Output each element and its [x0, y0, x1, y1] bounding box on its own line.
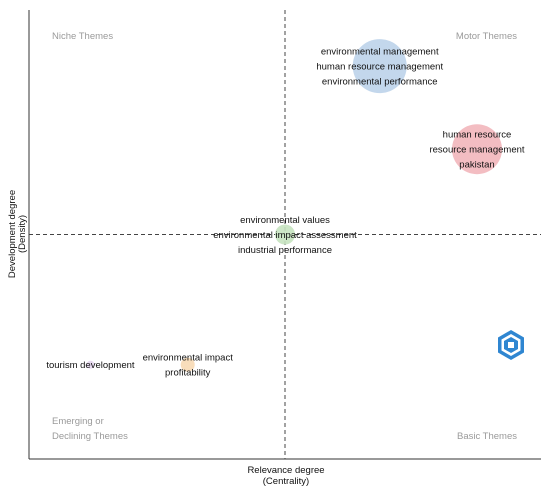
- cluster-labels: environmental management human resource m…: [46, 47, 525, 379]
- cluster-bubble: [352, 39, 407, 94]
- quadrant-label-emerging-line1: Emerging or: [52, 416, 104, 427]
- cluster-bubbles: [86, 39, 502, 372]
- cluster-term-label: resource management: [429, 145, 524, 156]
- cluster-term-label: environmental management: [321, 47, 439, 58]
- cluster-term-label: industrial performance: [238, 245, 332, 256]
- cluster-term-label: tourism development: [46, 360, 135, 371]
- y-axis-subtitle: (Density): [17, 215, 28, 253]
- cluster-term-label: profitability: [165, 368, 211, 379]
- cluster-term-label: environmental performance: [322, 77, 438, 88]
- cluster-term-label: human resource management: [316, 62, 443, 73]
- cluster-bubble: [180, 357, 195, 372]
- cluster-term-label: environmental impact: [143, 353, 234, 364]
- logo-badge-icon: [498, 330, 524, 360]
- cluster-term-label: human resource: [443, 130, 512, 141]
- quadrant-label-emerging-line2: Declining Themes: [52, 431, 128, 442]
- quadrant-label-motor: Motor Themes: [456, 31, 517, 42]
- cluster-term-label: pakistan: [459, 160, 494, 171]
- cluster-bubble: [452, 124, 502, 175]
- x-axis-subtitle: (Centrality): [263, 476, 309, 487]
- cluster-bubble: [275, 224, 295, 245]
- cluster-bubble: [86, 360, 95, 369]
- cluster-term-label: environmental impact assessment: [213, 230, 357, 241]
- quadrant-label-basic: Basic Themes: [457, 431, 517, 442]
- x-axis-title: Relevance degree: [247, 465, 324, 476]
- quadrant-label-niche: Niche Themes: [52, 31, 113, 42]
- y-axis-title: Development degree: [7, 190, 18, 278]
- cluster-term-label: environmental values: [240, 215, 330, 226]
